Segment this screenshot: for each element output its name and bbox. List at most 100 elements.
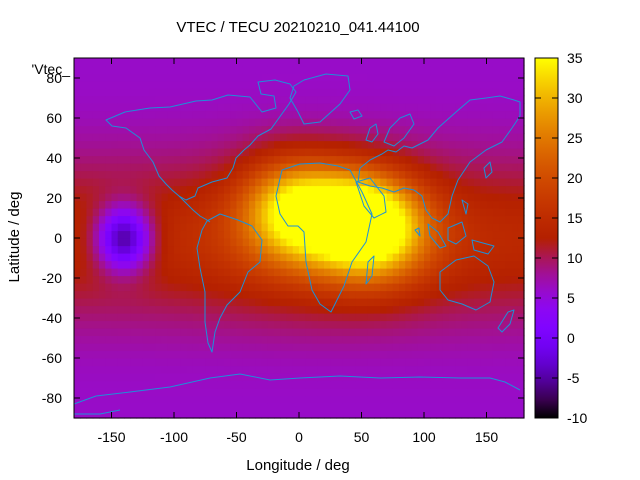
heatmap-cell: [124, 276, 131, 284]
heatmap-cell: [162, 411, 169, 419]
heatmap-cell: [230, 133, 237, 141]
heatmap-cell: [324, 246, 331, 254]
heatmap-cell: [368, 388, 375, 396]
heatmap-cell: [74, 343, 81, 351]
heatmap-cell: [218, 298, 225, 306]
heatmap-cell: [93, 411, 100, 419]
heatmap-cell: [405, 193, 412, 201]
heatmap-cell: [180, 403, 187, 411]
heatmap-cell: [405, 411, 412, 419]
heatmap-cell: [268, 388, 275, 396]
heatmap-cell: [268, 291, 275, 299]
heatmap-cell: [118, 163, 125, 171]
heatmap-cell: [468, 283, 475, 291]
heatmap-cell: [255, 208, 262, 216]
heatmap-cell: [293, 366, 300, 374]
heatmap-cell: [318, 276, 325, 284]
heatmap-cell: [255, 223, 262, 231]
heatmap-cell: [343, 156, 350, 164]
heatmap-cell: [143, 358, 150, 366]
heatmap-cell: [280, 373, 287, 381]
heatmap-cell: [243, 193, 250, 201]
heatmap-cell: [312, 223, 319, 231]
heatmap-cell: [80, 66, 87, 74]
heatmap-cell: [312, 141, 319, 149]
heatmap-cell: [343, 366, 350, 374]
heatmap-cell: [249, 216, 256, 224]
heatmap-cell: [499, 396, 506, 404]
heatmap-cell: [212, 366, 219, 374]
heatmap-cell: [193, 156, 200, 164]
heatmap-cell: [324, 148, 331, 156]
heatmap-cell: [99, 261, 106, 269]
heatmap-cell: [149, 261, 156, 269]
heatmap-cell: [443, 403, 450, 411]
heatmap-cell: [505, 351, 512, 359]
heatmap-cell: [124, 283, 131, 291]
heatmap-cell: [137, 253, 144, 261]
heatmap-cell: [493, 306, 500, 314]
heatmap-cell: [412, 66, 419, 74]
heatmap-cell: [312, 238, 319, 246]
heatmap-cell: [293, 231, 300, 239]
heatmap-cell: [374, 396, 381, 404]
heatmap-cell: [237, 276, 244, 284]
heatmap-cell: [293, 343, 300, 351]
heatmap-cell: [462, 396, 469, 404]
heatmap-cell: [312, 201, 319, 209]
heatmap-cell: [299, 141, 306, 149]
heatmap-cell: [162, 321, 169, 329]
heatmap-cell: [387, 96, 394, 104]
heatmap-cell: [312, 268, 319, 276]
heatmap-cell: [274, 388, 281, 396]
heatmap-cell: [305, 351, 312, 359]
heatmap-cell: [105, 381, 112, 389]
heatmap-cell: [193, 411, 200, 419]
heatmap-cell: [418, 66, 425, 74]
heatmap-cell: [105, 66, 112, 74]
heatmap-cell: [124, 156, 131, 164]
heatmap-cell: [443, 298, 450, 306]
heatmap-cell: [437, 66, 444, 74]
heatmap-cell: [149, 118, 156, 126]
heatmap-cell: [162, 201, 169, 209]
heatmap-cell: [280, 246, 287, 254]
heatmap-cell: [412, 381, 419, 389]
heatmap-cell: [337, 261, 344, 269]
heatmap-cell: [180, 201, 187, 209]
heatmap-cell: [293, 126, 300, 134]
heatmap-cell: [512, 358, 519, 366]
heatmap-cell: [149, 328, 156, 336]
heatmap-cell: [237, 313, 244, 321]
heatmap-cell: [249, 313, 256, 321]
heatmap-cell: [280, 328, 287, 336]
heatmap-cell: [430, 103, 437, 111]
heatmap-cell: [318, 58, 325, 66]
heatmap-cell: [499, 336, 506, 344]
heatmap-cell: [180, 283, 187, 291]
heatmap-cell: [93, 306, 100, 314]
heatmap-cell: [174, 141, 181, 149]
heatmap-cell: [249, 358, 256, 366]
heatmap-cell: [399, 103, 406, 111]
heatmap-cell: [387, 396, 394, 404]
heatmap-cell: [424, 298, 431, 306]
heatmap-cell: [437, 261, 444, 269]
heatmap-cell: [99, 186, 106, 194]
heatmap-cell: [399, 261, 406, 269]
heatmap-cell: [143, 201, 150, 209]
heatmap-cell: [449, 351, 456, 359]
heatmap-cell: [174, 133, 181, 141]
heatmap-cell: [337, 73, 344, 81]
heatmap-cell: [268, 396, 275, 404]
heatmap-cell: [462, 186, 469, 194]
heatmap-cell: [130, 261, 137, 269]
heatmap-cell: [162, 283, 169, 291]
heatmap-cell: [424, 88, 431, 96]
heatmap-cell: [293, 111, 300, 119]
heatmap-cell: [512, 366, 519, 374]
heatmap-cell: [405, 291, 412, 299]
heatmap-cell: [87, 403, 94, 411]
heatmap-cell: [443, 373, 450, 381]
heatmap-cell: [137, 126, 144, 134]
